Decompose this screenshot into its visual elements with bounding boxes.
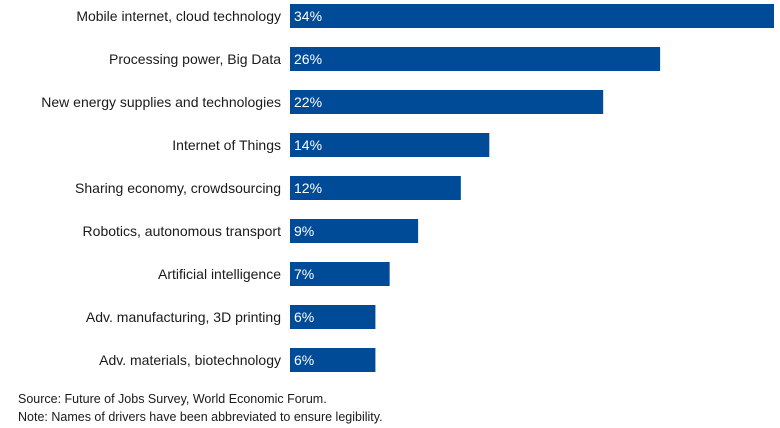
bar [290,47,661,71]
category-label: Adv. manufacturing, 3D printing [86,309,281,325]
chart-footnotes: Source: Future of Jobs Survey, World Eco… [18,390,383,426]
value-label: 6% [294,352,314,368]
category-label: Artificial intelligence [158,266,281,282]
chart-canvas: Mobile internet, cloud technology 34% Proc… [41,4,774,372]
bar [290,305,376,329]
category-label: Sharing economy, crowdsourcing [75,180,281,196]
category-label: Robotics, autonomous transport [83,223,282,239]
category-label: Adv. materials, biotechnology [99,352,281,368]
value-label: 6% [294,309,314,325]
value-label: 14% [294,137,322,153]
bar-row: Sharing economy, crowdsourcing 12% [75,176,461,200]
value-label: 12% [294,180,322,196]
bar-row: Mobile internet, cloud technology 34% [76,4,774,28]
bar [290,262,390,286]
source-note: Source: Future of Jobs Survey, World Eco… [18,392,327,406]
bar-row: Robotics, autonomous transport 9% [83,219,419,243]
category-label: Internet of Things [172,137,281,153]
bar [290,176,461,200]
bar [290,133,490,157]
bar-row: Processing power, Big Data 26% [109,47,661,71]
bar-row: Adv. manufacturing, 3D printing 6% [86,305,376,329]
bar-row: Internet of Things 14% [172,133,490,157]
value-label: 26% [294,51,322,67]
value-label: 9% [294,223,314,239]
abbreviation-note: Note: Names of drivers have been abbrevi… [18,410,383,424]
value-label: 22% [294,94,322,110]
bar-row: Artificial intelligence 7% [158,262,390,286]
bar [290,90,604,114]
value-label: 34% [294,8,322,24]
bar [290,219,419,243]
bar-row: New energy supplies and technologies 22% [41,90,604,114]
value-label: 7% [294,266,314,282]
category-label: Processing power, Big Data [109,51,281,67]
bar [290,348,376,372]
bar-row: Adv. materials, biotechnology 6% [99,348,376,372]
category-label: New energy supplies and technologies [41,94,281,110]
bar [290,4,774,28]
category-label: Mobile internet, cloud technology [76,8,281,24]
